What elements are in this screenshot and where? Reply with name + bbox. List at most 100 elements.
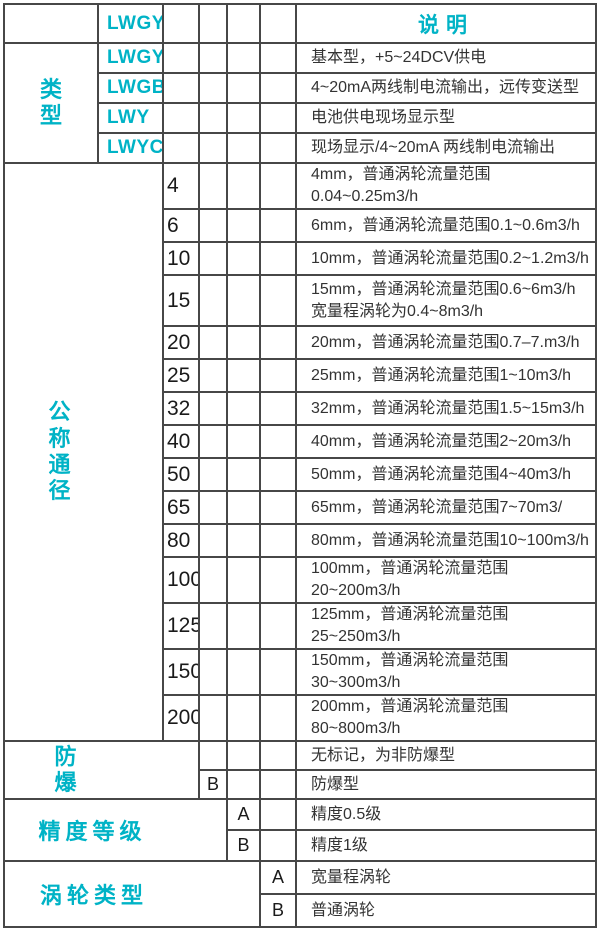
description-cell: 200mm，普通涡轮流量范围80~800m3/h <box>295 694 597 742</box>
empty-cell <box>259 274 297 327</box>
diameter-code-cell: 20 <box>162 325 200 360</box>
empty-cell <box>198 132 228 164</box>
empty-cell <box>198 556 228 604</box>
empty-cell <box>198 648 228 696</box>
empty-cell <box>198 3 228 44</box>
empty-cell <box>198 602 228 650</box>
description-cell: 防爆型 <box>295 769 597 800</box>
description-cell: 50mm，普通涡轮流量范围4~40m3/h <box>295 457 597 492</box>
description-cell: 4~20mA两线制电流输出，远传变送型 <box>295 72 597 104</box>
section-label-text: 类型 <box>39 76 62 128</box>
description-cell: 普通涡轮 <box>295 893 597 928</box>
empty-cell <box>162 132 200 164</box>
empty-cell <box>259 391 297 426</box>
description-cell: 精度1级 <box>295 829 597 862</box>
table-row: LWYC 现场显示/4~20mA 两线制电流输出 <box>4 132 597 164</box>
table-row: 10 10mm，普通涡轮流量范围0.2~1.2m3/h <box>4 241 597 276</box>
diameter-code-cell: 100 <box>162 556 200 604</box>
empty-cell <box>259 523 297 558</box>
empty-cell <box>198 72 228 104</box>
table-row: 65 65mm，普通涡轮流量范围7~70m3/ <box>4 490 597 525</box>
empty-cell <box>226 523 261 558</box>
empty-cell <box>226 241 261 276</box>
table-row: 125 125mm，普通涡轮流量范围25~250m3/h <box>4 602 597 650</box>
description-cell: 基本型，+5~24DCV供电 <box>295 42 597 74</box>
section-label-nominal-diameter: 公称通径 <box>3 162 164 742</box>
diameter-code-cell: 32 <box>162 391 200 426</box>
empty-cell <box>226 694 261 742</box>
empty-cell <box>162 72 200 104</box>
description-cell: 80mm，普通涡轮流量范围10~100m3/h <box>295 523 597 558</box>
table-row: LWGB 4~20mA两线制电流输出，远传变送型 <box>4 72 597 104</box>
empty-cell <box>259 490 297 525</box>
diameter-code-cell: 200 <box>162 694 200 742</box>
empty-cell <box>226 490 261 525</box>
table-row: 6 6mm，普通涡轮流量范围0.1~0.6m3/h <box>4 208 597 243</box>
description-cell: 125mm，普通涡轮流量范围25~250m3/h <box>295 602 597 650</box>
section-label-turbine-type: 涡轮类型 <box>3 860 261 928</box>
description-cell: 电池供电现场显示型 <box>295 102 597 134</box>
empty-cell <box>198 102 228 134</box>
section-label-type: 类型 <box>3 42 99 164</box>
table-row: B 精度1级 <box>4 829 597 862</box>
description-cell: 25mm，普通涡轮流量范围1~10m3/h <box>295 358 597 393</box>
table-row: 80 80mm，普通涡轮流量范围10~100m3/h <box>4 523 597 558</box>
empty-cell <box>259 457 297 492</box>
empty-cell <box>198 162 228 210</box>
diameter-code-cell: 65 <box>162 490 200 525</box>
turbine-code-cell: B <box>259 893 297 928</box>
empty-cell <box>198 208 228 243</box>
diameter-code-cell: 25 <box>162 358 200 393</box>
empty-cell <box>198 358 228 393</box>
description-cell: 宽量程涡轮 <box>295 860 597 895</box>
empty-cell <box>259 798 297 831</box>
empty-cell <box>259 72 297 104</box>
description-cell: 无标记，为非防爆型 <box>295 740 597 771</box>
empty-cell <box>226 391 261 426</box>
table-row: 15 15mm，普通涡轮流量范围0.6~6m3/h 宽量程涡轮为0.4~8m3/… <box>4 274 597 327</box>
empty-cell <box>226 102 261 134</box>
empty-cell <box>226 740 261 771</box>
table-row: 涡轮类型 A 宽量程涡轮 <box>3 860 597 928</box>
table-row: 40 40mm，普通涡轮流量范围2~20m3/h <box>4 424 597 459</box>
empty-cell <box>259 424 297 459</box>
description-cell: 现场显示/4~20mA 两线制电流输出 <box>295 132 597 164</box>
empty-cell <box>226 556 261 604</box>
section-label-explosion-proof: 防爆 <box>3 740 200 800</box>
table-row: 150 150mm，普通涡轮流量范围30~300m3/h <box>4 648 597 696</box>
table-row: 类型 LWGY 基本型，+5~24DCV供电 <box>3 42 597 164</box>
table-row: 100 100mm，普通涡轮流量范围20~200m3/h <box>4 556 597 604</box>
description-header: 说明 <box>295 3 597 44</box>
description-cell: 65mm，普通涡轮流量范围7~70m3/ <box>295 490 597 525</box>
empty-cell <box>198 274 228 327</box>
turbine-code-cell: A <box>259 860 297 895</box>
empty-cell <box>226 602 261 650</box>
empty-cell <box>198 325 228 360</box>
empty-cell <box>259 132 297 164</box>
empty-cell <box>259 740 297 771</box>
empty-cell <box>259 556 297 604</box>
diameter-code-cell: 15 <box>162 274 200 327</box>
empty-cell <box>198 457 228 492</box>
empty-cell <box>162 42 200 74</box>
empty-cell <box>226 162 261 210</box>
table-row: 50 50mm，普通涡轮流量范围4~40m3/h <box>4 457 597 492</box>
type-code-cell: LWYC <box>97 132 164 164</box>
explosion-proof-code-cell <box>198 740 228 771</box>
empty-cell <box>226 3 261 44</box>
empty-cell <box>226 457 261 492</box>
empty-cell <box>259 829 297 862</box>
table-row: 32 32mm，普通涡轮流量范围1.5~15m3/h <box>4 391 597 426</box>
accuracy-code-cell: A <box>226 798 261 831</box>
empty-cell <box>259 602 297 650</box>
empty-cell <box>198 241 228 276</box>
model-code-header: LWGY <box>97 3 164 44</box>
diameter-code-cell: 150 <box>162 648 200 696</box>
empty-cell <box>226 274 261 327</box>
table-row: 防爆 无标记，为非防爆型 <box>3 740 597 800</box>
table-row: 精度等级 A 精度0.5级 <box>3 798 597 862</box>
empty-cell <box>226 769 261 800</box>
empty-cell <box>226 42 261 74</box>
empty-cell <box>259 325 297 360</box>
explosion-proof-code-cell: B <box>198 769 228 800</box>
